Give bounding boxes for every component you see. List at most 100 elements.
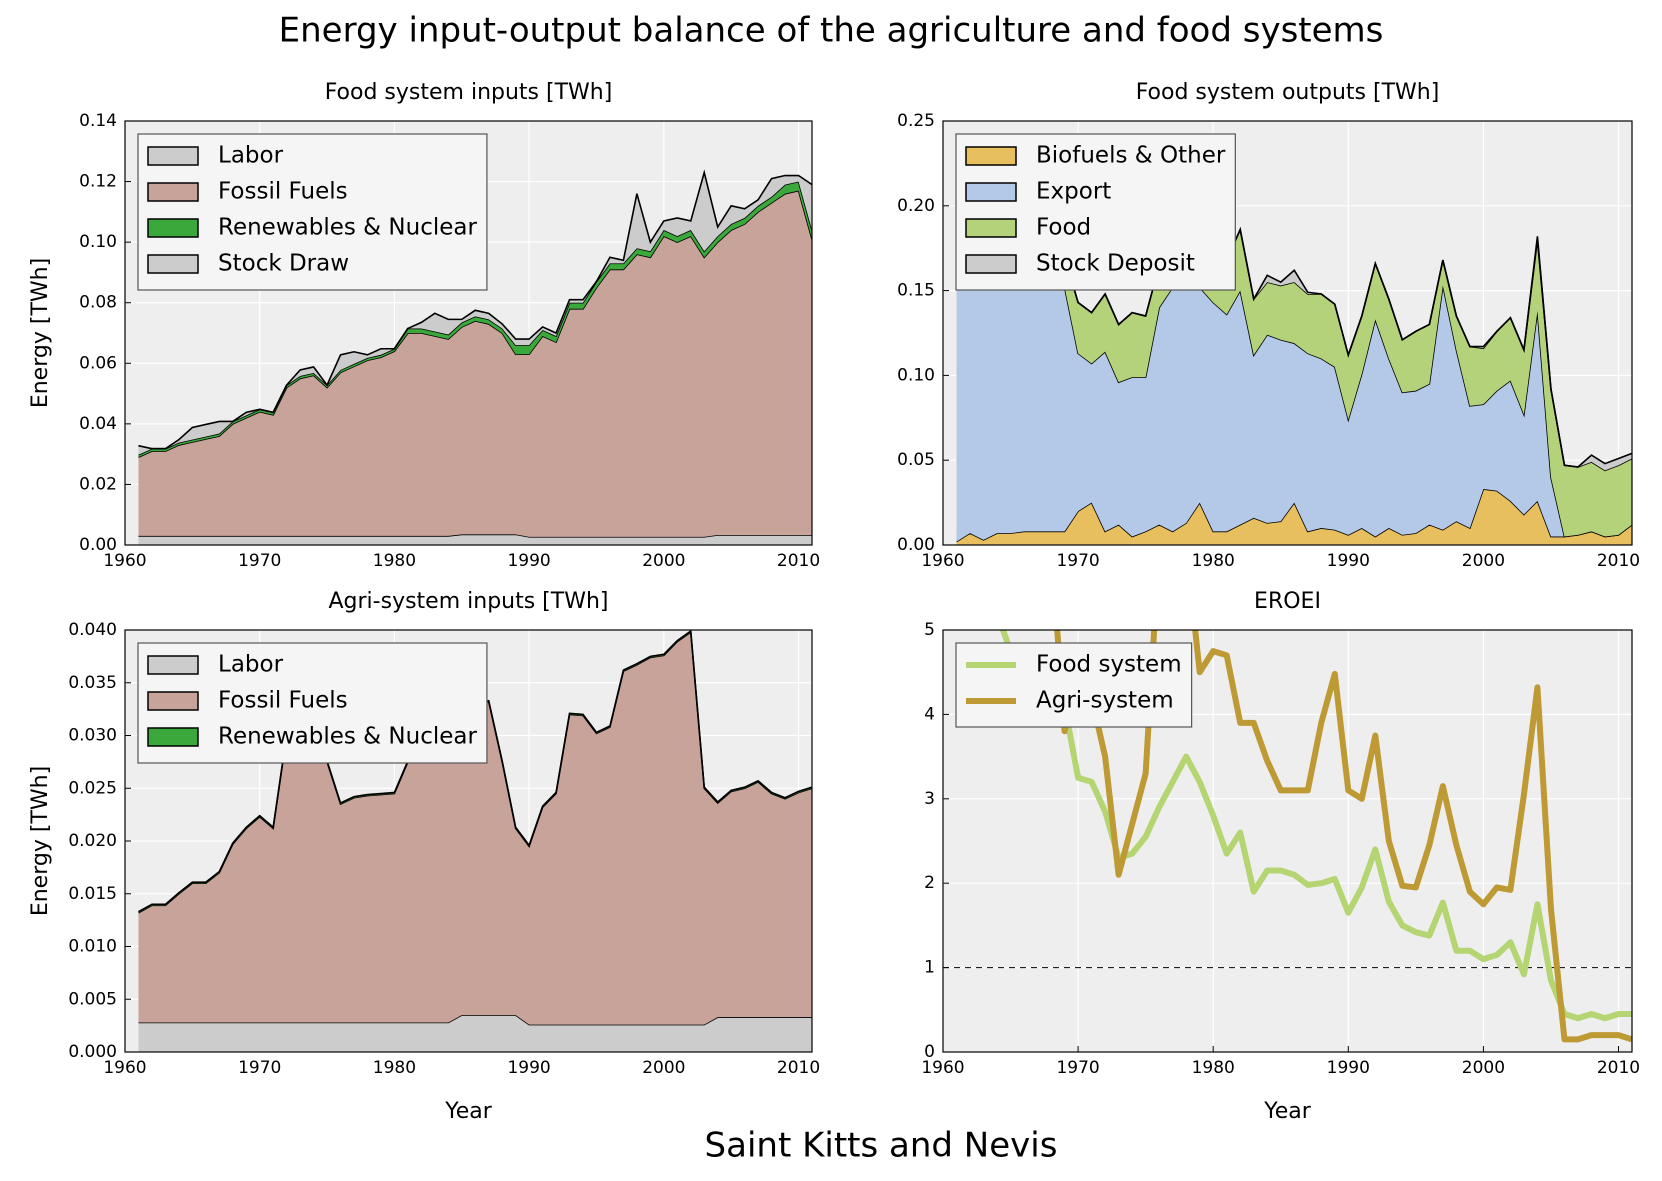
legend-swatch (147, 254, 199, 274)
x-tick-label: 1990 (507, 551, 550, 571)
y-tick-label: 0.08 (79, 293, 117, 313)
y-axis-label: Energy [TWh] (28, 766, 53, 916)
y-tick-label: 0.035 (68, 673, 117, 693)
y-tick-label: 0.005 (68, 989, 117, 1009)
x-tick-label: 1960 (103, 551, 146, 571)
legend-label: Stock Draw (218, 251, 349, 277)
x-tick-label: 1970 (238, 1058, 281, 1078)
x-tick-label: 1970 (1056, 1058, 1099, 1078)
y-tick-label: 0.06 (79, 353, 117, 373)
y-tick-label: 0.010 (68, 937, 117, 957)
x-tick-label: 2010 (1597, 551, 1640, 571)
y-tick-label: 3 (924, 789, 935, 809)
y-tick-label: 0.04 (79, 414, 117, 434)
x-tick-label: 2000 (1462, 551, 1505, 571)
y-tick-label: 0.025 (68, 778, 117, 798)
legend: Labor Fossil Fuels Renewables & Nuclear Sto… (137, 133, 488, 291)
y-tick-label: 0.10 (79, 232, 117, 252)
x-tick-label: 1960 (921, 551, 964, 571)
x-axis-label: Year (1263, 1099, 1312, 1124)
legend-swatch (147, 218, 199, 238)
legend-label: Food system (1036, 652, 1182, 678)
area (956, 163, 1632, 537)
legend-swatch (147, 182, 199, 202)
legend: Labor Fossil Fuels Renewables & Nuclear (137, 642, 488, 764)
y-tick-label: 0.02 (79, 474, 117, 494)
plot-frame (942, 120, 1633, 546)
legend-box (955, 642, 1193, 728)
legend-label: Export (1036, 179, 1111, 205)
y-tick-label: 0.10 (897, 365, 935, 385)
figure-title: Energy input-output balance of the agric… (279, 11, 1384, 51)
y-tick-label: 4 (924, 704, 935, 724)
legend-label: Labor (218, 652, 284, 678)
legend-label: Fossil Fuels (218, 179, 348, 205)
legend-label: Renewables & Nuclear (218, 724, 477, 750)
area (138, 1015, 812, 1052)
y-tick-label: 0.015 (68, 884, 117, 904)
y-tick-label: 0.25 (897, 111, 935, 131)
legend-label: Stock Deposit (1036, 251, 1195, 277)
y-tick-label: 0.040 (68, 620, 117, 640)
x-tick-label: 1970 (1056, 551, 1099, 571)
legend: Biofuels & Other Export Food Stock Deposit (955, 133, 1236, 291)
x-tick-label: 1980 (1192, 551, 1235, 571)
x-tick-label: 1960 (103, 1058, 146, 1078)
legend-swatch (965, 218, 1017, 238)
legend-swatch (147, 655, 199, 675)
legend-swatch (965, 182, 1017, 202)
y-tick-label: 5 (924, 620, 935, 640)
x-tick-label: 2000 (642, 1058, 685, 1078)
legend-label: Labor (218, 143, 284, 169)
y-tick-label: 2 (924, 873, 935, 893)
x-tick-label: 1990 (1327, 1058, 1370, 1078)
plot-frame (942, 629, 1633, 1053)
y-tick-label: 1 (924, 958, 935, 978)
y-tick-label: 0.00 (897, 535, 935, 555)
legend-swatch (147, 691, 199, 711)
x-tick-label: 1980 (1192, 1058, 1235, 1078)
legend-label: Renewables & Nuclear (218, 215, 477, 241)
x-tick-label: 1980 (373, 1058, 416, 1078)
plot-area (955, 159, 1632, 545)
country-label: Saint Kitts and Nevis (705, 1126, 1058, 1166)
panel-title: Agri-system inputs [TWh] (329, 589, 609, 614)
legend-swatch (965, 254, 1017, 274)
area (956, 285, 1632, 542)
x-tick-label: 1990 (507, 1058, 550, 1078)
y-tick-label: 0.000 (68, 1042, 117, 1062)
x-tick-label: 2010 (1597, 1058, 1640, 1078)
area (138, 172, 812, 455)
x-tick-label: 2010 (777, 551, 820, 571)
x-tick-label: 1980 (373, 551, 416, 571)
x-axis-label: Year (444, 1099, 493, 1124)
area-edge (138, 169, 812, 450)
plot-area (138, 169, 812, 545)
y-tick-label: 0 (924, 1042, 935, 1062)
x-tick-label: 1970 (238, 551, 281, 571)
area (138, 190, 812, 537)
y-tick-label: 0.00 (79, 535, 117, 555)
x-tick-label: 2000 (642, 551, 685, 571)
panel-title: Food system outputs [TWh] (1136, 80, 1440, 105)
legend: Food system Agri-system (955, 642, 1193, 728)
plot-frame (124, 629, 813, 1053)
legend-label: Biofuels & Other (1036, 143, 1226, 169)
legend-swatch (147, 146, 199, 166)
plot-frame (124, 120, 813, 546)
y-tick-label: 0.030 (68, 726, 117, 746)
x-tick-label: 2010 (777, 1058, 820, 1078)
y-tick-label: 0.20 (897, 196, 935, 216)
legend-swatch (965, 146, 1017, 166)
y-tick-label: 0.05 (897, 450, 935, 470)
legend-label: Food (1036, 215, 1091, 241)
legend-label: Fossil Fuels (218, 688, 348, 714)
legend-swatch (147, 727, 199, 747)
line (999, 630, 1632, 1022)
panel-title: Food system inputs [TWh] (325, 80, 613, 105)
x-tick-label: 2000 (1462, 1058, 1505, 1078)
legend-label: Agri-system (1036, 688, 1174, 714)
y-axis-label: Energy [TWh] (28, 258, 53, 408)
